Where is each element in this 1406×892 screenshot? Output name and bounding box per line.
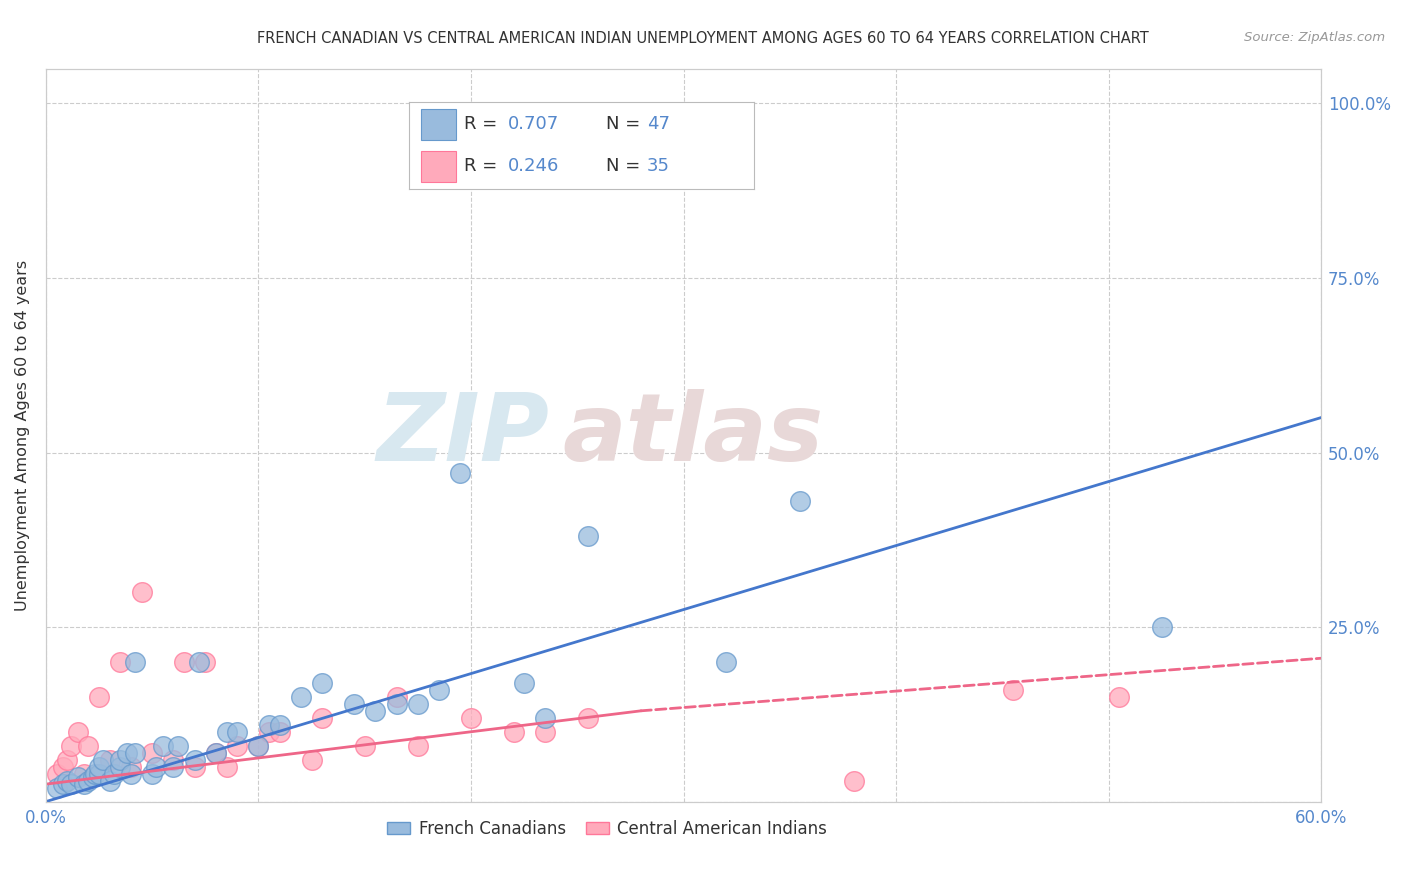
Point [257,724,280,739]
Point [166,739,188,753]
Point [124,746,146,760]
Point [311,676,333,690]
Point [162,759,184,773]
Point [103,766,125,780]
Point [152,739,174,753]
Point [141,766,163,780]
Point [364,704,387,718]
Point [184,753,207,767]
Point [124,655,146,669]
Point [110,655,132,669]
Point [714,655,737,669]
Point [269,718,291,732]
Point [52,759,75,773]
Point [576,711,599,725]
Point [247,739,270,753]
Point [66,724,89,739]
Text: atlas: atlas [562,389,824,481]
Point [98,773,121,788]
Point [120,759,142,773]
Point [247,739,270,753]
Point [162,753,184,767]
Point [385,697,408,711]
Point [460,711,482,725]
Point [427,682,450,697]
Point [1150,620,1173,634]
Point [184,759,207,773]
Point [73,777,96,791]
Point [173,655,195,669]
Point [449,467,471,481]
Point [60,777,83,791]
Point [406,739,429,753]
Point [45,780,67,795]
Point [110,753,132,767]
Point [205,746,228,760]
Point [77,739,100,753]
Point [215,759,238,773]
Point [343,697,366,711]
Point [513,676,536,690]
Point [45,766,67,780]
Point [93,753,115,767]
Point [115,746,138,760]
Point [502,724,524,739]
Point [215,724,238,739]
Point [269,724,291,739]
Point [576,529,599,543]
Point [1001,682,1024,697]
Point [257,718,280,732]
Point [290,690,312,704]
Point [226,724,249,739]
Point [534,724,557,739]
Point [77,773,100,788]
Point [56,773,79,788]
Point [789,494,811,508]
Point [141,746,163,760]
Point [188,655,211,669]
Point [842,773,865,788]
Point [87,759,110,773]
Text: FRENCH CANADIAN VS CENTRAL AMERICAN INDIAN UNEMPLOYMENT AMONG AGES 60 TO 64 YEAR: FRENCH CANADIAN VS CENTRAL AMERICAN INDI… [257,31,1149,46]
Point [145,759,167,773]
Point [120,766,142,780]
Point [301,753,323,767]
Point [534,711,557,725]
Point [1108,690,1130,704]
Point [194,655,217,669]
Point [406,697,429,711]
Text: ZIP: ZIP [377,389,550,481]
Point [82,770,104,784]
Point [311,711,333,725]
Point [83,766,105,780]
Point [73,766,96,780]
Point [131,585,153,599]
Y-axis label: Unemployment Among Ages 60 to 64 years: Unemployment Among Ages 60 to 64 years [15,260,30,611]
Point [87,690,110,704]
Point [385,690,408,704]
Point [87,766,110,780]
Point [205,746,228,760]
Point [60,739,83,753]
Point [110,759,132,773]
Point [98,753,121,767]
Point [52,777,75,791]
Point [66,770,89,784]
Legend: French Canadians, Central American Indians: French Canadians, Central American India… [380,814,834,845]
Point [353,739,375,753]
Point [56,753,79,767]
Point [226,739,249,753]
Text: Source: ZipAtlas.com: Source: ZipAtlas.com [1244,31,1385,45]
